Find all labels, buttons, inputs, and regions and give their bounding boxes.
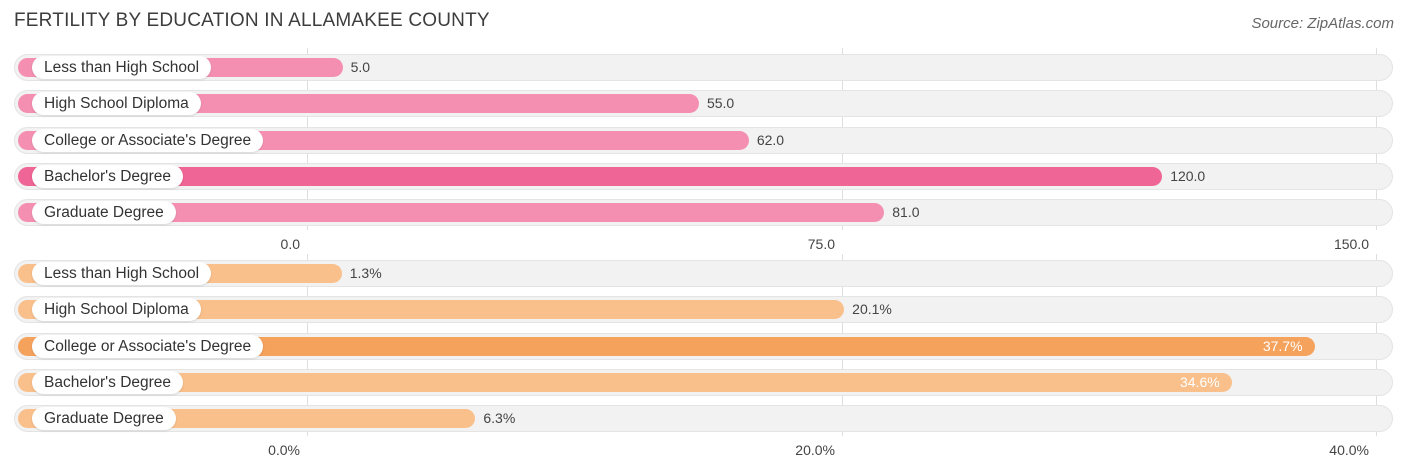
chart-title: FERTILITY BY EDUCATION IN ALLAMAKEE COUN… <box>14 10 490 31</box>
value-label: 34.6% <box>1179 374 1220 390</box>
tick-label: 20.0% <box>795 442 835 458</box>
category-label: High School Diploma <box>32 92 201 115</box>
bar[interactable] <box>18 300 845 319</box>
tick-label: 0.0% <box>268 442 300 458</box>
bar[interactable] <box>18 167 1163 186</box>
category-label: Less than High School <box>32 262 212 285</box>
value-label: 6.3% <box>483 410 516 426</box>
category-label: Less than High School <box>32 56 212 79</box>
value-label: 37.7% <box>1262 338 1303 354</box>
tick-label: 40.0% <box>1329 442 1369 458</box>
category-label: College or Associate's Degree <box>32 129 264 152</box>
value-label: 120.0 <box>1170 168 1206 184</box>
tick-label: 0.0 <box>280 236 300 252</box>
value-label: 62.0 <box>756 132 785 148</box>
category-label: High School Diploma <box>32 298 201 321</box>
value-label: 55.0 <box>706 95 735 111</box>
bar[interactable] <box>18 373 1232 392</box>
value-label: 5.0 <box>350 59 371 75</box>
tick-label: 75.0 <box>807 236 835 252</box>
value-label: 81.0 <box>892 204 920 220</box>
bar[interactable] <box>18 337 1315 356</box>
value-label: 20.1% <box>852 301 892 317</box>
category-label: Bachelor's Degree <box>32 371 184 394</box>
value-label: 1.3% <box>349 265 382 281</box>
tick-label: 150.0 <box>1333 236 1369 252</box>
category-label: Graduate Degree <box>32 407 176 430</box>
category-label: College or Associate's Degree <box>32 335 264 358</box>
category-label: Graduate Degree <box>32 201 176 224</box>
source-credit: Source: ZipAtlas.com <box>1251 15 1394 32</box>
category-label: Bachelor's Degree <box>32 165 184 188</box>
bar[interactable] <box>18 203 885 222</box>
